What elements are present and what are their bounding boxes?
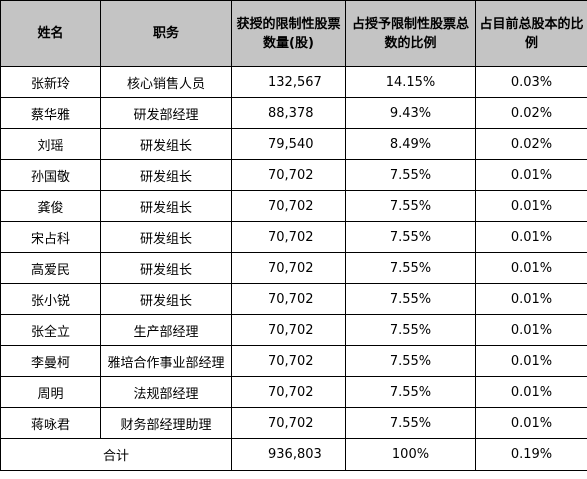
cell-position: 研发组长: [100, 128, 232, 160]
cell-position: 研发组长: [100, 252, 232, 284]
cell-pct-capital: 0.01%: [475, 252, 587, 284]
table-row: 龚俊 研发组长 70,702 7.55% 0.01%: [0, 190, 587, 222]
cell-pct-grant: 14.15%: [345, 66, 476, 98]
cell-name: 刘瑶: [0, 128, 101, 160]
table-row: 张小锐 研发组长 70,702 7.55% 0.01%: [0, 283, 587, 315]
cell-name: 张全立: [0, 314, 101, 346]
cell-shares: 70,702: [231, 345, 346, 377]
total-label: 合计: [0, 438, 232, 471]
cell-position: 生产部经理: [100, 314, 232, 346]
cell-shares: 70,702: [231, 407, 346, 439]
table-row: 蒋咏君 财务部经理助理 70,702 7.55% 0.01%: [0, 407, 587, 439]
cell-name: 宋占科: [0, 221, 101, 253]
cell-position: 法规部经理: [100, 376, 232, 408]
cell-pct-capital: 0.02%: [475, 97, 587, 129]
cell-pct-capital: 0.01%: [475, 159, 587, 191]
cell-pct-grant: 7.55%: [345, 407, 476, 439]
cell-shares: 70,702: [231, 376, 346, 408]
cell-pct-grant: 7.55%: [345, 376, 476, 408]
cell-shares: 70,702: [231, 314, 346, 346]
header-shares: 获授的限制性股票数量(股): [231, 0, 346, 67]
cell-position: 研发部经理: [100, 97, 232, 129]
header-position: 职务: [100, 0, 232, 67]
cell-pct-capital: 0.03%: [475, 66, 587, 98]
cell-position: 研发组长: [100, 221, 232, 253]
cell-shares: 70,702: [231, 283, 346, 315]
cell-name: 李曼柯: [0, 345, 101, 377]
cell-pct-grant: 7.55%: [345, 190, 476, 222]
cell-pct-capital: 0.01%: [475, 407, 587, 439]
cell-pct-grant: 8.49%: [345, 128, 476, 160]
cell-name: 张新玲: [0, 66, 101, 98]
cell-pct-capital: 0.02%: [475, 128, 587, 160]
total-pct-grant: 100%: [345, 438, 476, 471]
table-row: 周明 法规部经理 70,702 7.55% 0.01%: [0, 376, 587, 408]
cell-pct-grant: 7.55%: [345, 345, 476, 377]
table-row: 刘瑶 研发组长 79,540 8.49% 0.02%: [0, 128, 587, 160]
cell-name: 张小锐: [0, 283, 101, 315]
cell-name: 蔡华雅: [0, 97, 101, 129]
table-row: 孙国敬 研发组长 70,702 7.55% 0.01%: [0, 159, 587, 191]
cell-position: 财务部经理助理: [100, 407, 232, 439]
cell-pct-grant: 7.55%: [345, 252, 476, 284]
cell-pct-capital: 0.01%: [475, 345, 587, 377]
header-name: 姓名: [0, 0, 101, 67]
cell-position: 雅培合作事业部经理: [100, 345, 232, 377]
table-row: 高爱民 研发组长 70,702 7.55% 0.01%: [0, 252, 587, 284]
cell-shares: 70,702: [231, 190, 346, 222]
cell-shares: 79,540: [231, 128, 346, 160]
cell-position: 研发组长: [100, 159, 232, 191]
cell-shares: 70,702: [231, 221, 346, 253]
cell-name: 高爱民: [0, 252, 101, 284]
cell-pct-grant: 7.55%: [345, 283, 476, 315]
header-pct-total-capital: 占目前总股本的比例: [475, 0, 587, 67]
cell-pct-capital: 0.01%: [475, 283, 587, 315]
table-row: 张新玲 核心销售人员 132,567 14.15% 0.03%: [0, 66, 587, 98]
cell-shares: 88,378: [231, 97, 346, 129]
cell-shares: 70,702: [231, 159, 346, 191]
table-row: 宋占科 研发组长 70,702 7.55% 0.01%: [0, 221, 587, 253]
cell-pct-grant: 7.55%: [345, 221, 476, 253]
cell-name: 蒋咏君: [0, 407, 101, 439]
cell-position: 研发组长: [100, 190, 232, 222]
header-pct-total-grant: 占授予限制性股票总数的比例: [345, 0, 476, 67]
cell-pct-capital: 0.01%: [475, 376, 587, 408]
cell-position: 核心销售人员: [100, 66, 232, 98]
cell-pct-capital: 0.01%: [475, 221, 587, 253]
cell-pct-grant: 9.43%: [345, 97, 476, 129]
cell-name: 孙国敬: [0, 159, 101, 191]
total-pct-capital: 0.19%: [475, 438, 587, 471]
total-row: 合计 936,803 100% 0.19%: [0, 438, 587, 471]
header-row: 姓名 职务 获授的限制性股票数量(股) 占授予限制性股票总数的比例 占目前总股本…: [0, 0, 587, 67]
cell-shares: 132,567: [231, 66, 346, 98]
table-row: 张全立 生产部经理 70,702 7.55% 0.01%: [0, 314, 587, 346]
table-row: 蔡华雅 研发部经理 88,378 9.43% 0.02%: [0, 97, 587, 129]
table-row: 李曼柯 雅培合作事业部经理 70,702 7.55% 0.01%: [0, 345, 587, 377]
total-shares: 936,803: [231, 438, 346, 471]
cell-pct-capital: 0.01%: [475, 190, 587, 222]
cell-name: 龚俊: [0, 190, 101, 222]
table-body: 张新玲 核心销售人员 132,567 14.15% 0.03% 蔡华雅 研发部经…: [0, 66, 587, 439]
cell-pct-capital: 0.01%: [475, 314, 587, 346]
cell-position: 研发组长: [100, 283, 232, 315]
cell-pct-grant: 7.55%: [345, 314, 476, 346]
cell-pct-grant: 7.55%: [345, 159, 476, 191]
cell-shares: 70,702: [231, 252, 346, 284]
cell-name: 周明: [0, 376, 101, 408]
